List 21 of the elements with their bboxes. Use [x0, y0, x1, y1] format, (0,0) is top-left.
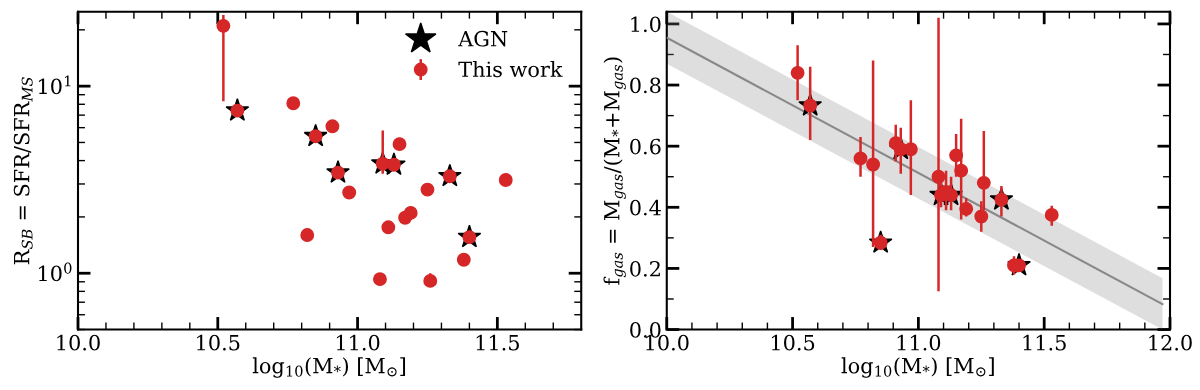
legend-label: AGN	[458, 30, 508, 47]
x-tick-label: 10.5	[771, 334, 815, 351]
x-tick-label: 11.0	[336, 334, 380, 351]
y-axis-title: R$_{SB}$ = SFR/SFR$_{MS}$	[13, 77, 33, 265]
text: f$_{gas}$ = M$_{gas}$/(M$_{*}$+M$_{gas}$)	[603, 57, 626, 285]
y-tick-label: 0.4	[630, 199, 661, 216]
x-tick-label: 10.0	[57, 334, 100, 351]
x-tick-label: 11.0	[897, 334, 941, 351]
y-tick-label: 10$^{1}$	[39, 75, 71, 95]
x-tick-label: 10.5	[197, 334, 240, 351]
y-tick-label: 1.0	[631, 16, 661, 33]
y-tick-label: 10$^{0}$	[39, 262, 72, 282]
x-tick-label: 12.0	[1149, 334, 1192, 351]
legend-label: This work	[458, 61, 563, 78]
x-axis-title: log$_{10}$(M$_{*}$) [M$_{⊙}$]	[252, 357, 406, 378]
x-axis-title: log$_{10}$(M$_{*}$) [M$_{⊙}$]	[841, 357, 994, 378]
y-tick-label: 0.2	[630, 260, 660, 277]
y-tick-label: 0.8	[630, 77, 661, 94]
x-tick-label: 11.5	[1023, 334, 1066, 351]
y-tick-label: 0.6	[630, 138, 661, 155]
x-tick-label: 11.5	[476, 334, 519, 351]
